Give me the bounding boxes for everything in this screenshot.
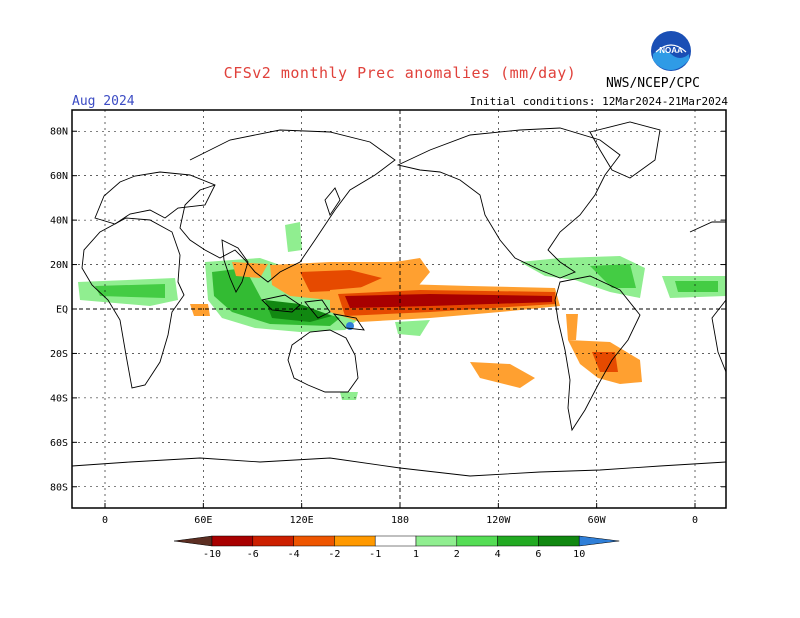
- lat-label: 60N: [50, 171, 68, 182]
- svg-text:NOAA: NOAA: [659, 46, 683, 55]
- lat-label: EQ: [56, 305, 68, 316]
- bay-of-bengal-dry: [232, 262, 268, 278]
- east-atlantic-wet-core: [675, 281, 718, 292]
- colorbar-swatch: [252, 535, 294, 547]
- valid-month-label: Aug 2024: [72, 94, 135, 109]
- lon-label: 60W: [588, 515, 607, 526]
- lat-label: 20S: [50, 349, 68, 360]
- greenland-coast: [589, 121, 661, 179]
- lon-label: 120W: [486, 515, 511, 526]
- maritime-islands: [261, 294, 365, 331]
- colorbar-tick-label: 4: [495, 549, 501, 560]
- lon-label: 180: [391, 515, 409, 526]
- map-frame: [71, 109, 727, 509]
- colorbar-swatch: [334, 535, 376, 547]
- lat-label: 60S: [50, 438, 68, 449]
- india-coast: [221, 239, 249, 293]
- axis-labels: 80N 60N 40N 20N EQ 20S 40S 60S 80S 0 60E 120E 180 120…: [50, 127, 698, 526]
- lon-label: 120E: [290, 515, 314, 526]
- lon-label: 0: [102, 515, 108, 526]
- initial-conditions-label: Initial conditions: 12Mar2024-21Mar2024: [469, 95, 728, 108]
- colorbar-swatch: [538, 535, 580, 547]
- colorbar-tick-label: 10: [573, 549, 585, 560]
- equatorial-pacific-dry-core: [345, 294, 552, 308]
- chart-title: CFSv2 monthly Prec anomalies (mm/day): [223, 64, 577, 82]
- colorbar-swatch: [293, 535, 335, 547]
- colorbar-swatch: [497, 535, 539, 547]
- south-america-coast: [554, 275, 641, 432]
- noaa-logo-icon: NOAA: [651, 31, 691, 71]
- lat-label: 40N: [50, 216, 68, 227]
- australia-coast: [287, 329, 359, 393]
- colorbar-swatch: [456, 535, 498, 547]
- colorbar-tick-label: 2: [454, 549, 460, 560]
- colorbar-tick-label: -2: [328, 549, 340, 560]
- antarctica-coast: [71, 457, 727, 477]
- colorbar-swatch: [374, 535, 417, 547]
- peru-dry: [566, 314, 578, 340]
- south-america-dry-core: [592, 352, 618, 372]
- grid-lines: [72, 110, 726, 508]
- northwest-pacific-dry-core: [300, 270, 382, 292]
- colorbar: -10 -6 -4 -2 -1 1 2 4 6 10: [173, 535, 620, 560]
- lat-label: 80S: [50, 482, 68, 493]
- colorbar-tick-label: 6: [535, 549, 541, 560]
- colorbar-tick-label: -4: [288, 549, 300, 560]
- north-america-coast: [396, 127, 621, 279]
- colorbar-tick-label: -1: [369, 549, 381, 560]
- colorbar-swatch: [415, 535, 458, 547]
- asia-coast: [179, 129, 396, 283]
- lat-label: 40S: [50, 393, 68, 404]
- colorbar-swatch: [211, 535, 254, 547]
- colorbar-tick-label: -6: [247, 549, 259, 560]
- africa-dry: [190, 304, 210, 316]
- caribbean-wet-core: [590, 264, 636, 288]
- lat-label: 20N: [50, 260, 68, 271]
- south-pacific-dry: [470, 362, 535, 388]
- source-label: NWS/NCEP/CPC: [606, 76, 700, 91]
- colorbar-arrow-high: [578, 535, 620, 547]
- east-asia-wet: [285, 222, 302, 252]
- anomaly-shading: [78, 222, 726, 400]
- lon-label: 60E: [194, 515, 212, 526]
- lat-label: 80N: [50, 127, 68, 138]
- colorbar-arrow-low: [173, 535, 213, 547]
- maritime-wet-darkcore: [265, 300, 332, 322]
- europe-coast: [94, 171, 216, 225]
- africa-coast: [81, 217, 185, 389]
- lon-label: 0: [692, 515, 698, 526]
- atlantic-wet-core: [95, 284, 165, 298]
- colorbar-tick-label: -10: [203, 549, 221, 560]
- central-pacific-wet: [395, 320, 430, 336]
- japan-coast: [324, 187, 341, 217]
- tasman-wet: [340, 392, 358, 400]
- colorbar-tick-label: 1: [413, 549, 419, 560]
